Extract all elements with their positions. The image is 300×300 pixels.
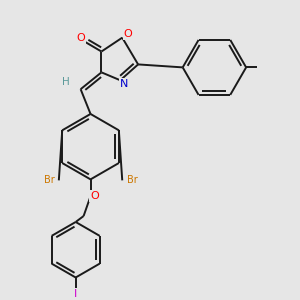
Text: Br: Br bbox=[127, 176, 137, 185]
Text: I: I bbox=[74, 289, 77, 299]
Text: O: O bbox=[124, 29, 133, 39]
Text: O: O bbox=[90, 191, 99, 201]
Text: Br: Br bbox=[44, 176, 54, 185]
Text: O: O bbox=[76, 33, 85, 43]
Text: N: N bbox=[120, 79, 128, 89]
Text: H: H bbox=[62, 77, 70, 87]
